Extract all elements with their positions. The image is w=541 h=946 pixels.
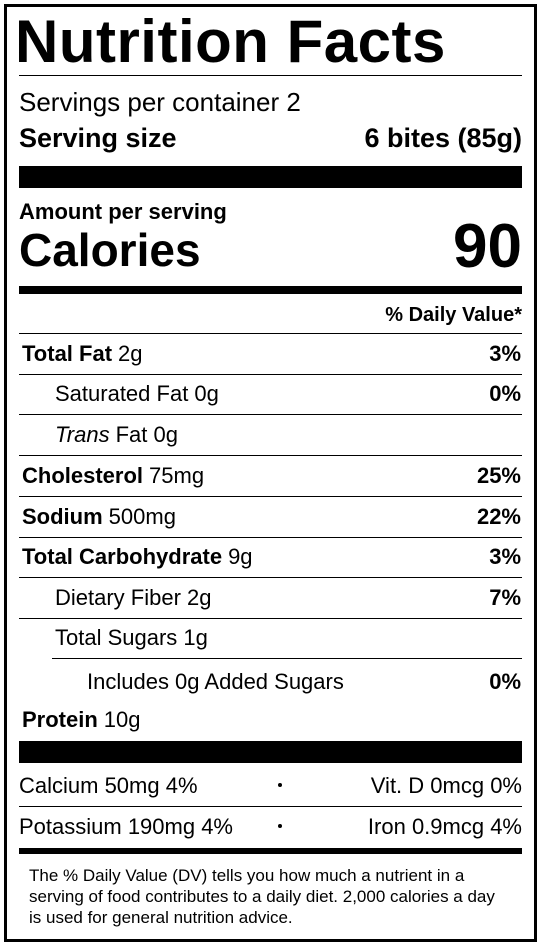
- nutrient-name: Dietary Fiber 2g: [55, 585, 212, 610]
- bullet-dot: [278, 783, 282, 787]
- nutrient-name: Total Sugars 1g: [55, 625, 208, 650]
- nutrient-name: Total Carbohydrate: [22, 544, 223, 569]
- nutrient-amount: 9g: [228, 544, 253, 569]
- daily-value: 3%: [489, 341, 521, 366]
- vitamin-left: Calcium 50mg 4%: [19, 773, 198, 798]
- divider: [19, 374, 522, 375]
- daily-value: 25%: [476, 463, 521, 488]
- vitamin-left: Potassium 190mg 4%: [19, 814, 233, 839]
- nutrient-amount: 75mg: [149, 463, 205, 488]
- divider: [52, 658, 522, 659]
- divider: [19, 618, 522, 619]
- daily-value: 3%: [489, 544, 521, 569]
- nutrient-row: Total Sugars 1g: [22, 623, 521, 653]
- nutrient-row: Includes 0g Added Sugars 0%: [22, 667, 521, 697]
- title: Nutrition Facts: [15, 8, 446, 75]
- thick-line: [19, 286, 522, 294]
- nutrient-amount: 2g: [118, 341, 143, 366]
- dv-header: % Daily Value*: [385, 304, 522, 326]
- thick-bar: [19, 166, 522, 188]
- vitamin-right: Iron 0.9mcg 4%: [367, 814, 522, 839]
- nutrient-row: Trans Fat 0g: [22, 420, 521, 450]
- divider: [19, 333, 522, 334]
- amount-per-serving: Amount per serving: [19, 199, 227, 224]
- nutrient-name-italic: Trans: [55, 422, 110, 447]
- nutrient-name: Fat 0g: [115, 422, 178, 447]
- thick-line: [19, 848, 522, 854]
- nutrient-row: Dietary Fiber 2g 7%: [22, 583, 521, 613]
- serving-size-label: Serving size: [19, 123, 177, 153]
- daily-value: 22%: [476, 504, 521, 529]
- divider: [19, 414, 522, 415]
- footnote: The % Daily Value (DV) tells you how muc…: [29, 866, 495, 927]
- divider: [19, 75, 522, 76]
- nutrient-name: Includes 0g Added Sugars: [87, 669, 344, 694]
- nutrient-name: Cholesterol: [22, 463, 144, 488]
- nutrient-name: Total Fat: [22, 341, 113, 366]
- nutrient-row: Total Carbohydrate 9g 3%: [22, 542, 521, 572]
- calories-label: Calories: [19, 224, 201, 276]
- nutrient-row: Saturated Fat 0g 0%: [22, 379, 521, 409]
- divider: [19, 577, 522, 578]
- calories-value: 90: [453, 212, 522, 281]
- nutrient-name: Sodium: [22, 504, 103, 529]
- nutrient-row: Cholesterol 75mg 25%: [22, 461, 521, 491]
- nutrient-amount: 500mg: [108, 504, 176, 529]
- divider: [19, 806, 522, 807]
- thick-bar: [19, 741, 522, 763]
- servings: Servings per container 2: [19, 87, 301, 117]
- vitamin-right: Vit. D 0mcg 0%: [370, 773, 522, 798]
- nutrition-label: Nutrition Facts Servings per container 2…: [4, 4, 537, 942]
- daily-value: 7%: [489, 585, 521, 610]
- serving-size-value: 6 bites (85g): [364, 123, 522, 153]
- daily-value: 0%: [489, 381, 521, 406]
- nutrient-row: Protein 10g: [22, 705, 521, 735]
- nutrient-row: Sodium 500mg 22%: [22, 502, 521, 532]
- divider: [19, 455, 522, 456]
- nutrient-name: Protein: [22, 707, 98, 732]
- daily-value: 0%: [489, 669, 521, 694]
- divider: [19, 496, 522, 497]
- bullet-dot: [278, 824, 282, 828]
- nutrient-name: Saturated Fat 0g: [55, 381, 219, 406]
- divider: [19, 537, 522, 538]
- nutrient-amount: 10g: [103, 707, 141, 732]
- nutrient-row: Total Fat 2g 3%: [22, 339, 521, 369]
